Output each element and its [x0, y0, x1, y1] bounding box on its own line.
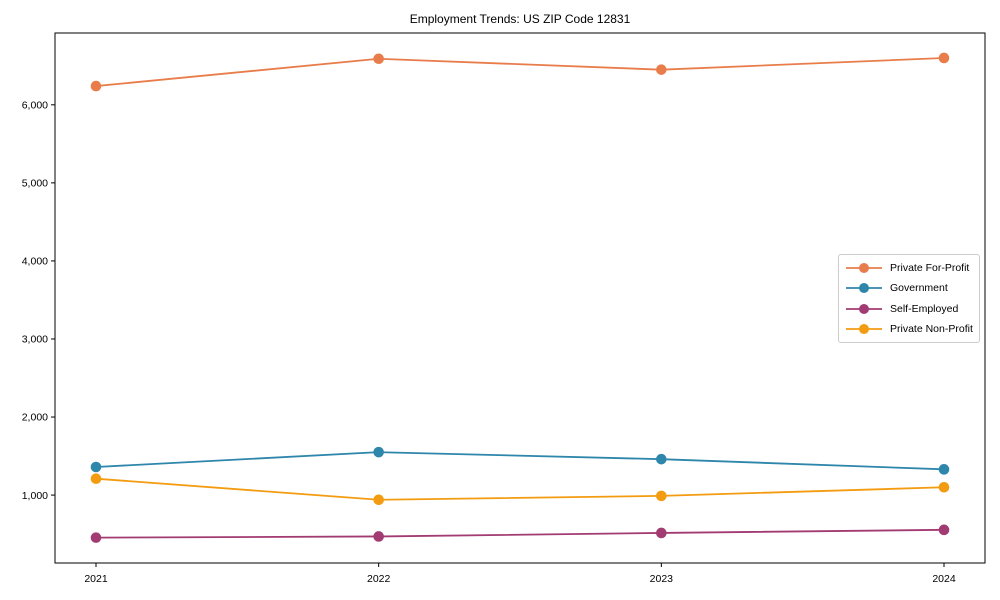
legend-label: Government [890, 282, 948, 295]
series-line-self-employed [95, 528, 945, 539]
series-marker-private-for-profit [90, 80, 102, 92]
x-tick-label: 2022 [367, 573, 391, 585]
x-tick-label: 2024 [932, 573, 956, 585]
series-marker-government [373, 446, 384, 458]
legend-marker-icon [846, 263, 882, 274]
series-marker-self-employed [656, 527, 667, 539]
y-tick-label: 5,000 [22, 178, 48, 190]
chart-title: Employment Trends: US ZIP Code 12831 [409, 12, 631, 26]
legend-label: Private Non-Profit [890, 322, 973, 335]
series-line-private-non-profit [95, 477, 945, 501]
series-marker-private-for-profit [373, 53, 384, 65]
y-tick-label: 2,000 [22, 412, 48, 424]
series-line-private-for-profit [95, 57, 945, 87]
legend-item-private-non-profit: Private Non-Profit [845, 319, 973, 339]
legend-item-private-for-profit: Private For-Profit [845, 258, 973, 278]
y-tick-label: 1,000 [22, 490, 48, 502]
legend-label: Private For-Profit [890, 262, 970, 275]
plot-area-border [54, 32, 986, 564]
series-marker-private-non-profit [656, 490, 667, 502]
series-marker-private-non-profit [938, 481, 950, 493]
x-tick-label: 2023 [650, 573, 674, 585]
legend-marker-icon [846, 303, 882, 314]
y-tick-label: 4,000 [22, 256, 48, 268]
series-marker-government [938, 464, 950, 475]
legend-item-self-employed: Self-Employed [845, 299, 973, 319]
legend-item-government: Government [845, 278, 973, 298]
series-marker-private-for-profit [938, 52, 950, 64]
series-marker-self-employed [938, 524, 950, 536]
y-tick-label: 6,000 [22, 100, 48, 112]
series-marker-self-employed [373, 531, 384, 542]
series-marker-private-for-profit [656, 64, 667, 75]
y-tick-label: 3,000 [22, 334, 48, 346]
series-marker-government [90, 461, 102, 473]
legend: Private For-Profit Government Self-Employe… [838, 254, 980, 343]
legend-label: Self-Employed [890, 302, 959, 315]
series-line-government [95, 451, 945, 471]
series-marker-private-non-profit [373, 494, 384, 506]
series-marker-government [656, 453, 667, 465]
legend-marker-icon [846, 323, 882, 334]
series-marker-private-non-profit [90, 473, 102, 484]
legend-marker-icon [846, 283, 882, 294]
series-marker-self-employed [90, 532, 102, 543]
x-tick-label: 2021 [84, 573, 108, 585]
